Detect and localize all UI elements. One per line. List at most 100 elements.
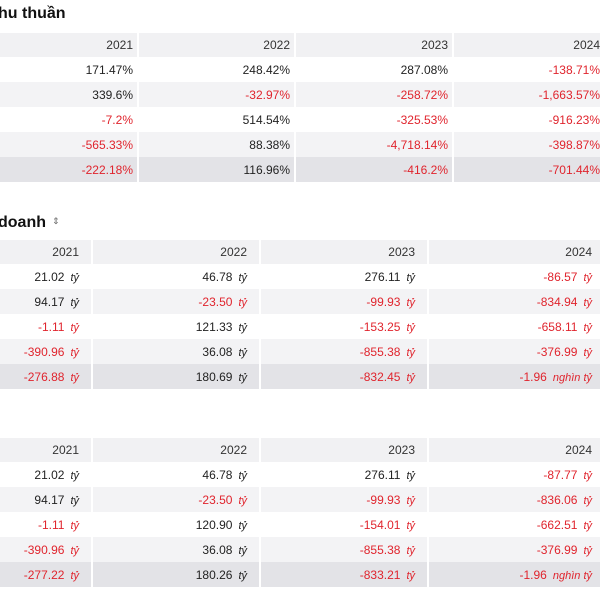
table-cell: -834.94 tỷ	[427, 289, 600, 314]
cell-unit: tỷ	[583, 296, 592, 309]
profit-table: 2021 2022 2023 2024 21.02 tỷ 46.78 tỷ 276.11…	[0, 438, 600, 587]
cell-value: -32.97%	[245, 87, 290, 102]
cell-unit: nghìn tỷ	[552, 371, 592, 384]
table-header-row: 2021 2022 2023 2024	[0, 438, 600, 462]
table-cell: 248.42%	[137, 57, 295, 82]
cell-unit: tỷ	[406, 519, 415, 532]
cell-value: -7.2%	[101, 112, 133, 127]
table-cell: -277.22 tỷ	[0, 562, 92, 587]
table-cell: -138.71%	[452, 57, 600, 82]
table-row: -1.11 tỷ 121.33 tỷ -153.25 tỷ -658.11 tỷ	[0, 314, 600, 339]
cell-unit: tỷ	[238, 544, 247, 557]
cell-value: 46.78	[202, 269, 233, 284]
cell-value: -138.71%	[548, 62, 600, 77]
table-cell: -398.87%	[452, 132, 600, 157]
cell-value: -390.96	[23, 542, 65, 557]
cell-value: -325.53%	[396, 112, 448, 127]
cell-unit: tỷ	[406, 469, 415, 482]
cell-value: 276.11	[364, 467, 401, 482]
cell-unit: tỷ	[406, 346, 415, 359]
cell-value: 94.17	[34, 294, 65, 309]
cell-unit: tỷ	[238, 519, 247, 532]
year-header: 2022	[137, 33, 295, 57]
cell-unit: tỷ	[70, 494, 79, 507]
table-cell: 94.17 tỷ	[0, 487, 92, 512]
cell-value: -1.96	[519, 369, 547, 384]
cell-unit: tỷ	[583, 321, 592, 334]
table-cell: 21.02 tỷ	[0, 462, 92, 487]
table-row: 339.6% -32.97% -258.72% -1,663.57%	[0, 82, 600, 107]
sort-icon[interactable]: ⇕	[52, 216, 60, 226]
cell-value: -416.2%	[403, 162, 448, 177]
cell-value: 180.69	[195, 369, 233, 384]
year-header: 2024	[452, 33, 600, 57]
table-cell: -276.88 tỷ	[0, 364, 92, 389]
table-cell: -1.11 tỷ	[0, 512, 92, 537]
cell-unit: tỷ	[406, 371, 415, 384]
table-row: 21.02 tỷ 46.78 tỷ 276.11 tỷ -87.77 tỷ	[0, 462, 600, 487]
table-cell: -916.23%	[452, 107, 600, 132]
table-row: -390.96 tỷ 36.08 tỷ -855.38 tỷ -376.99 tỷ	[0, 339, 600, 364]
table-cell: 121.33 tỷ	[91, 314, 260, 339]
cell-unit: tỷ	[238, 346, 247, 359]
cell-unit: tỷ	[70, 371, 79, 384]
cell-value: -154.01	[359, 517, 401, 532]
table-row: 94.17 tỷ -23.50 tỷ -99.93 tỷ -834.94 tỷ	[0, 289, 600, 314]
year-header: 2021	[0, 240, 92, 264]
cell-value: -23.50	[198, 492, 233, 507]
table-header-row: 2021 2022 2023 2024	[0, 240, 600, 264]
cell-value: -276.88	[23, 369, 65, 384]
cell-unit: tỷ	[70, 569, 79, 582]
cell-value: 248.42%	[242, 62, 290, 77]
table-cell: 276.11 tỷ	[259, 462, 428, 487]
section-title-revenue: hu thuần	[0, 5, 66, 23]
cell-value: -1.96	[519, 567, 547, 582]
table-cell: 46.78 tỷ	[91, 264, 260, 289]
table-cell: -153.25 tỷ	[259, 314, 428, 339]
table-row: 171.47% 248.42% 287.08% -138.71%	[0, 57, 600, 82]
table-cell: 514.54%	[137, 107, 295, 132]
cell-value: -153.25	[359, 319, 401, 334]
cell-value: -662.51	[536, 517, 578, 532]
table-cell: -701.44%	[452, 157, 600, 182]
table-cell: -855.38 tỷ	[259, 339, 428, 364]
cell-unit: tỷ	[238, 271, 247, 284]
cell-value: 88.38%	[249, 137, 290, 152]
cell-value: 36.08	[202, 542, 233, 557]
table-row: -1.11 tỷ 120.90 tỷ -154.01 tỷ -662.51 tỷ	[0, 512, 600, 537]
cell-value: -222.18%	[81, 162, 133, 177]
cell-value: -4,718.14%	[386, 137, 448, 152]
cell-value: -658.11	[537, 319, 578, 334]
cell-value: -855.38	[359, 344, 401, 359]
cell-value: -832.45	[359, 369, 401, 384]
table-cell: -833.21 tỷ	[259, 562, 428, 587]
cell-value: -565.33%	[81, 137, 133, 152]
cell-value: 339.6%	[92, 87, 133, 102]
cell-unit: tỷ	[70, 296, 79, 309]
table-cell: -390.96 tỷ	[0, 537, 92, 562]
section-title-text: doanh	[0, 214, 46, 231]
table-cell: 116.96%	[137, 157, 295, 182]
table-cell: 36.08 tỷ	[91, 537, 260, 562]
table-row: -390.96 tỷ 36.08 tỷ -855.38 tỷ -376.99 tỷ	[0, 537, 600, 562]
cell-unit: tỷ	[583, 346, 592, 359]
cell-unit: tỷ	[406, 569, 415, 582]
cell-value: 36.08	[202, 344, 233, 359]
table-cell: -376.99 tỷ	[427, 537, 600, 562]
cell-unit: tỷ	[238, 371, 247, 384]
table-cell: -7.2%	[0, 107, 138, 132]
cell-value: -836.06	[536, 492, 578, 507]
table-cell: -565.33%	[0, 132, 138, 157]
table-cell: 94.17 tỷ	[0, 289, 92, 314]
table-cell: 180.69 tỷ	[91, 364, 260, 389]
cell-unit: tỷ	[70, 271, 79, 284]
cell-value: -86.57	[543, 269, 578, 284]
year-header: 2022	[91, 438, 260, 462]
cell-value: 46.78	[202, 467, 233, 482]
table-row: 21.02 tỷ 46.78 tỷ 276.11 tỷ -86.57 tỷ	[0, 264, 600, 289]
year-header: 2021	[0, 33, 138, 57]
cell-value: -1,663.57%	[538, 87, 600, 102]
cell-value: -258.72%	[396, 87, 448, 102]
cell-unit: tỷ	[238, 296, 247, 309]
cell-value: 276.11	[364, 269, 401, 284]
